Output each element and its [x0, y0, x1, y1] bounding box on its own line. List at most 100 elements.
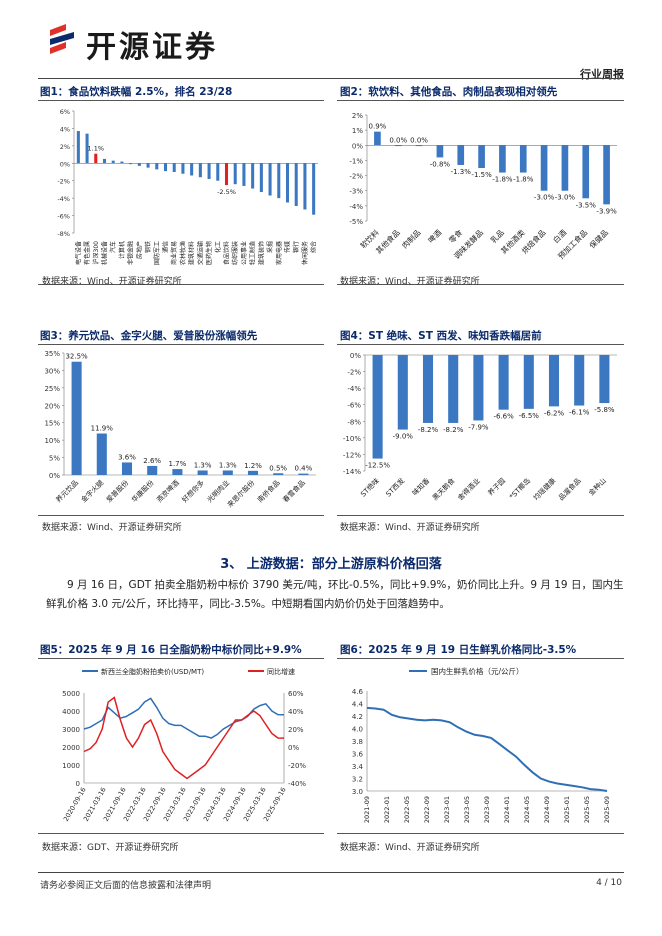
y-tick-label: -1% [349, 157, 363, 165]
y-tick-label: -4% [349, 203, 363, 211]
bar-9 [540, 145, 548, 191]
y-tick-label: 15% [44, 420, 60, 428]
bar-9 [146, 163, 150, 168]
category-label: 医药生物 [205, 241, 213, 265]
category-label: 金字火腿 [79, 478, 105, 504]
category-label: 计算机 [118, 241, 126, 259]
y-tick-label: 10% [44, 437, 60, 445]
bar-8 [137, 163, 141, 166]
category-label: 食品饮料 [223, 241, 231, 265]
bar-13 [181, 163, 185, 174]
figure-2-panel: 2% 1% 0% -1% -2% -3% -4% -5% 0.9% 软饮料 0.0% 其他食品 0.0%… [337, 100, 624, 285]
category-label: 汽车 [109, 241, 117, 253]
category-label: 金种山 [587, 476, 608, 497]
y-tick-label: -8% [57, 230, 70, 238]
data-label: -8.2% [418, 426, 439, 434]
category-label: 味知香 [410, 476, 431, 497]
category-label: 休闲服务 [301, 241, 309, 265]
left-y-tick-label: 1000 [62, 762, 80, 770]
category-label: 光明肉业 [205, 478, 231, 504]
legend-label-yoy: 同比增速 [267, 667, 295, 676]
y-tick-label: 3.0 [352, 788, 363, 796]
legend-label-price: 新西兰全脂奶粉拍卖价(USD/MT) [101, 667, 204, 676]
data-label: -1.3% [451, 168, 472, 176]
bar-10 [155, 163, 159, 170]
category-label: *ST椰岛 [507, 476, 532, 501]
data-label: 3.6% [118, 453, 136, 461]
category-label: 房地产 [135, 241, 143, 259]
bar-3 [422, 355, 434, 423]
category-label: 建筑装饰 [257, 241, 265, 265]
category-label: 舍得酒业 [456, 476, 482, 502]
header-divider [38, 78, 624, 79]
right-y-tick-label: 0% [288, 744, 299, 752]
figure-5-title: 图5：2025 年 9 月 16 日全脂奶粉中标价同比+9.9% [40, 644, 302, 656]
category-label: 机械设备 [101, 241, 109, 265]
bar-2 [85, 133, 89, 164]
bar-1 [372, 355, 383, 459]
y-tick-label: 6% [60, 108, 70, 116]
x-tick-label: 2023-05 [463, 796, 471, 823]
category-label: 春雪食品 [281, 478, 307, 504]
bar-4 [102, 158, 107, 164]
x-tick-label: 2023-01 [443, 796, 451, 823]
data-label: -3.0% [555, 194, 576, 202]
bar-11 [582, 145, 590, 199]
bar-12 [603, 145, 610, 205]
x-tick-label: 2023-09 [483, 796, 491, 823]
category-label: 燕京啤酒 [155, 478, 181, 504]
x-tick-label: 2025-05 [583, 796, 591, 823]
category-label: 南侨食品 [255, 478, 281, 504]
category-label: 商业贸易 [170, 241, 178, 265]
bar-3 [415, 145, 423, 147]
footer-divider [38, 872, 624, 873]
right-y-tick-label: 20% [288, 726, 304, 734]
category-label: 来思尔股份 [225, 478, 256, 509]
footer-disclaimer: 请务必参阅正文后面的信息披露和法律声明 [40, 881, 212, 891]
section-paragraph: 9 月 16 日，GDT 拍卖全脂奶粉中标价 3790 美元/吨，环比-0.5%… [46, 579, 624, 610]
bar-15 [198, 163, 202, 178]
bar-4 [147, 465, 158, 475]
x-tick-label: 2022-05 [403, 796, 411, 823]
category-label: 黑天鹅食 [430, 476, 456, 502]
category-label: 采掘 [266, 241, 274, 253]
category-label: 零食 [446, 227, 464, 245]
figure-4-panel: 0% -2% -4% -6% -8% -10% -12% -14% -12.5% ST绝味 -9.0… [337, 344, 624, 516]
bar-2 [394, 145, 402, 147]
y-tick-label: 3.6 [352, 751, 364, 759]
data-label: 0.0% [410, 136, 428, 144]
figure-5-source: 数据来源：GDT、开源证券研究所 [42, 843, 179, 853]
bar-7 [129, 163, 133, 165]
figure-5-panel: 新西兰全脂奶粉拍卖价(USD/MT) 同比增速 5000 4000 3000 2000 10… [38, 658, 324, 834]
category-label: 钢铁 [144, 241, 152, 253]
bar-18 [224, 163, 229, 186]
data-label: 0.0% [389, 136, 407, 144]
data-label: -6.1% [569, 409, 590, 417]
bar-6 [197, 470, 208, 475]
figure-1-source: 数据来源：Wind、开源证券研究所 [42, 277, 182, 287]
bar-10 [561, 145, 569, 191]
bar-7 [499, 145, 506, 173]
data-label: 32.5% [65, 353, 88, 361]
figure-1-title: 图1：食品饮料跌幅 2.5%，排名 23/28 [40, 86, 233, 98]
bar-5 [111, 160, 115, 164]
bar-6 [498, 355, 509, 410]
y-tick-label: -2% [347, 369, 361, 377]
category-label: 化工 [214, 241, 222, 253]
figure-1-chart: 6% 4% 2% 0% -2% -4% -6% -8% 电气设备 有色金属 1.1% 沪深300 机械设… [57, 108, 318, 265]
section-title: 3、 上游数据：部分上游原料价格回落 [220, 557, 442, 572]
bar-21 [251, 163, 255, 189]
y-tick-label: 30% [44, 367, 60, 375]
figure-6-title: 图6：2025 年 9 月 19 日生鲜乳价格同比-3.5% [340, 644, 577, 656]
x-tick-label: 2024-01 [503, 796, 511, 823]
y-tick-label: -4% [347, 385, 361, 393]
series-line [366, 706, 608, 792]
data-label: -3.9% [596, 207, 617, 215]
right-y-tick-label: -40% [288, 780, 306, 788]
category-label: 均瑶健康 [531, 476, 557, 502]
bar-7 [222, 470, 233, 475]
category-label: ST西发 [384, 476, 406, 498]
data-label: 0.4% [295, 465, 313, 473]
bar-11 [163, 163, 168, 172]
x-tick-label: 2025-09 [603, 796, 611, 823]
